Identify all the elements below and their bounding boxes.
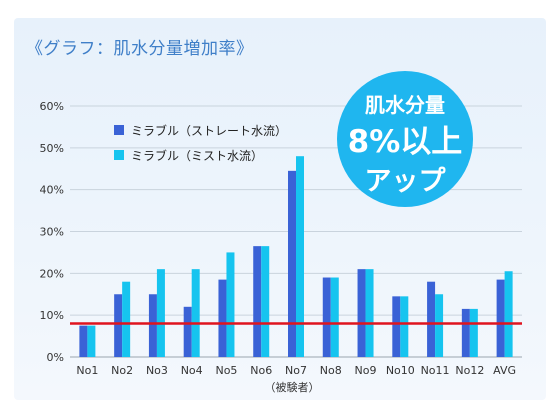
- bar-straight: [183, 306, 192, 357]
- bar-straight: [218, 279, 227, 357]
- bar-mist: [435, 294, 444, 357]
- y-axis: 0% 10% 20% 30% 40% 50% 60%: [40, 100, 64, 364]
- bar-straight: [357, 269, 366, 357]
- y-tick-label: 10%: [40, 309, 64, 322]
- bar-mist: [296, 156, 304, 357]
- y-tick-label: 30%: [40, 226, 64, 239]
- chart-panel: [14, 18, 546, 400]
- y-tick-label: 40%: [40, 184, 64, 197]
- bar-mist: [365, 269, 374, 357]
- chart-title: 《グラフ：肌水分量増加率》: [26, 39, 254, 59]
- x-tick-label: No12: [455, 364, 484, 377]
- x-tick-label: No9: [355, 364, 377, 377]
- bar-mist: [261, 246, 270, 357]
- legend-label-mist: ミラブル（ミスト水流）: [131, 148, 263, 163]
- bar-mist: [191, 269, 200, 357]
- x-tick-label: No4: [181, 364, 203, 377]
- y-tick-label: 60%: [40, 100, 64, 113]
- bar-straight: [148, 294, 157, 357]
- bar-mist: [330, 277, 339, 357]
- badge-line-2: 8%以上: [348, 124, 463, 160]
- bar-straight: [392, 296, 401, 357]
- bar-straight: [288, 170, 296, 357]
- bar-straight: [461, 308, 470, 357]
- bars: [79, 156, 513, 357]
- bar-straight: [496, 279, 505, 357]
- x-tick-label: No6: [250, 364, 272, 377]
- bar-mist: [122, 281, 131, 357]
- badge-line-1: 肌水分量: [365, 93, 445, 117]
- bar-straight: [253, 246, 262, 357]
- bar-straight: [322, 277, 331, 357]
- legend-swatch-mist: [114, 150, 124, 160]
- x-tick-label: No8: [320, 364, 342, 377]
- x-tick-label: No7: [285, 364, 307, 377]
- bar-mist: [226, 252, 235, 357]
- badge-circle: [337, 71, 473, 207]
- x-axis: No1 No2 No3 No4 No5 No6 No7 No8 No9 No10 No11 No12 A…: [76, 364, 516, 377]
- x-tick-label: No1: [76, 364, 98, 377]
- x-tick-label: AVG: [493, 364, 516, 377]
- bar-mist: [87, 325, 96, 357]
- highlight-badge: 肌水分量 8%以上 アップ: [337, 71, 473, 207]
- badge-line-3: アップ: [365, 166, 447, 197]
- bar-straight: [79, 325, 88, 357]
- x-tick-label: No5: [215, 364, 237, 377]
- legend-swatch-straight: [114, 125, 124, 135]
- bar-straight: [427, 281, 436, 357]
- y-tick-label: 50%: [40, 142, 64, 155]
- x-tick-label: No2: [111, 364, 133, 377]
- bar-mist: [504, 271, 513, 357]
- legend-label-straight: ミラブル（ストレート水流）: [131, 123, 287, 138]
- legend: ミラブル（ストレート水流） ミラブル（ミスト水流）: [114, 123, 287, 163]
- x-tick-label: No3: [146, 364, 168, 377]
- bar-mist: [156, 269, 165, 357]
- bar-straight: [114, 294, 123, 357]
- y-tick-label: 20%: [40, 267, 64, 280]
- y-tick-label: 0%: [47, 351, 64, 364]
- x-axis-label: （被験者）: [265, 380, 320, 394]
- bar-mist: [400, 296, 409, 357]
- x-tick-label: No10: [386, 364, 415, 377]
- x-tick-label: No11: [421, 364, 450, 377]
- bar-mist: [469, 308, 478, 357]
